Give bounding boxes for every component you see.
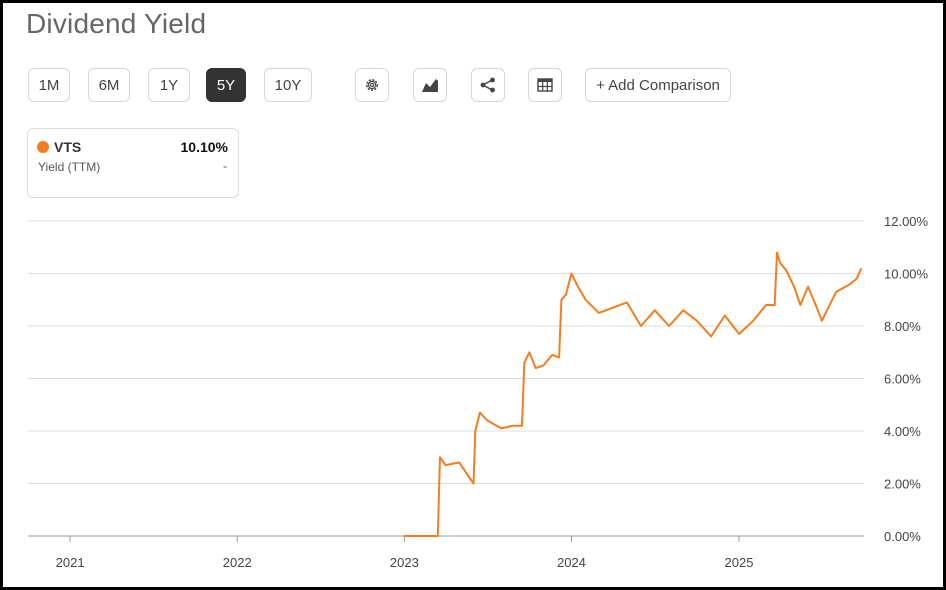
x-tick-label: 2022 — [223, 555, 252, 570]
add-comparison-button[interactable]: + Add Comparison — [585, 68, 731, 102]
table-view-button[interactable] — [528, 68, 562, 102]
chart-type-icon — [422, 79, 438, 92]
settings-button[interactable] — [355, 68, 389, 102]
y-tick-label: 4.00% — [884, 424, 921, 439]
range-button-10y[interactable]: 10Y — [264, 68, 312, 102]
share-button[interactable] — [471, 68, 505, 102]
share-icon — [480, 77, 495, 93]
range-button-5y[interactable]: 5Y — [206, 68, 246, 102]
legend-value: 10.10% — [180, 139, 228, 155]
legend-metric: Yield (TTM) — [38, 160, 101, 174]
range-button-1y[interactable]: 1Y — [148, 68, 190, 102]
page-title: Dividend Yield — [26, 8, 207, 39]
y-tick-label: 10.00% — [884, 267, 929, 282]
legend-change: - — [223, 159, 227, 173]
y-tick-label: 0.00% — [884, 529, 921, 544]
range-button-6m[interactable]: 6M — [88, 68, 130, 102]
y-tick-label: 2.00% — [884, 477, 921, 492]
x-tick-label: 2021 — [56, 555, 85, 570]
gear-icon — [366, 79, 378, 91]
y-tick-label: 6.00% — [884, 372, 921, 387]
y-tick-label: 8.00% — [884, 319, 921, 334]
series-color-dot — [37, 141, 49, 153]
x-tick-label: 2025 — [725, 555, 754, 570]
legend-ticker: VTS — [54, 139, 82, 155]
chart-type-button[interactable] — [413, 68, 447, 102]
series-line-vts — [404, 251, 863, 537]
x-tick-label: 2024 — [557, 555, 586, 570]
legend-card: VTS 10.10% Yield (TTM) - — [27, 128, 239, 198]
x-tick-label: 2023 — [390, 555, 419, 570]
y-tick-label: 12.00% — [884, 214, 929, 229]
range-button-1m[interactable]: 1M — [28, 68, 70, 102]
table-icon — [537, 78, 553, 92]
